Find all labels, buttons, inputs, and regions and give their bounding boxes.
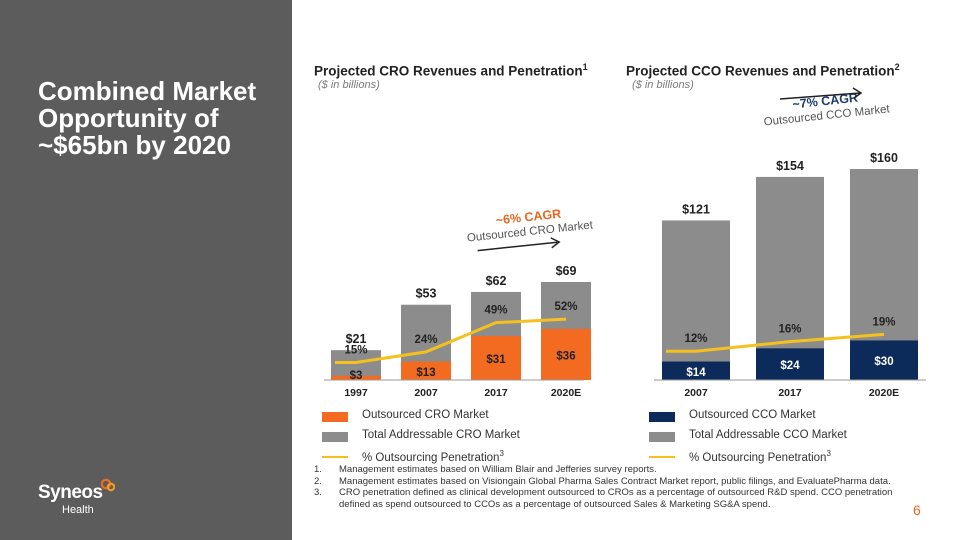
cro-total-label: $69	[556, 264, 577, 278]
cro-category-label: 1997	[344, 387, 368, 399]
footnote-item: 2. Management estimates based on Visionga…	[314, 475, 891, 487]
cco-outsourced-bar	[756, 348, 824, 380]
cro-legend-outsourced-swatch	[322, 412, 348, 422]
cco-outsourced-label: $30	[874, 356, 893, 368]
cro-total-label: $21	[346, 332, 367, 346]
cro-penetration-label: 49%	[484, 305, 507, 317]
cco-cagr-value: ~7% CAGR	[792, 91, 859, 112]
cco-legend-total-swatch	[649, 432, 675, 442]
cco-category-label: 2020E	[869, 387, 899, 399]
logo-sub: Health	[62, 504, 94, 516]
cco-legend-penetration-line	[649, 456, 675, 458]
cco-category-label: 2007	[684, 387, 708, 399]
cro-outsourced-bar	[471, 335, 521, 380]
cco-chart: $121 $14 12% 2007 $154 $24 16% 2017 $160 $30 19% 20…	[654, 87, 926, 399]
cco-total-label: $154	[776, 159, 804, 173]
cro-outsourced-label: $36	[556, 350, 575, 362]
cro-legend-penetration-line	[322, 456, 348, 458]
cro-total-bar	[331, 350, 381, 380]
cro-chart: $21 $3 15% 1997 $53 $13 24% 2007 $62 $31 49% 2017 $6…	[324, 207, 594, 399]
cro-category-label: 2020E	[551, 387, 581, 399]
cro-total-label: $53	[416, 287, 437, 301]
syneos-logo: Syneos Health	[38, 478, 128, 518]
cro-cagr-arrowhead	[550, 237, 561, 249]
cro-legend-total-swatch	[322, 432, 348, 442]
cro-outsourced-bar	[541, 328, 591, 380]
cco-chart-title: Projected CCO Revenues and Penetration2	[626, 62, 900, 79]
cro-outsourced-label: $13	[416, 367, 435, 379]
footnote-item: 1. Management estimates based on William …	[314, 464, 657, 475]
cco-cagr-arrow	[779, 92, 861, 100]
cro-category-label: 2017	[484, 387, 508, 399]
footnote-item: 3. CRO penetration defined as clinical de…	[314, 487, 893, 510]
cco-penetration-line	[666, 332, 885, 353]
cco-total-label: $160	[870, 151, 898, 165]
cro-outsourced-bar	[331, 375, 381, 380]
cco-penetration-label: 16%	[778, 324, 801, 336]
cco-total-bar	[756, 176, 824, 380]
slide-title: Combined Market Opportunity of ~$65bn by…	[38, 76, 257, 160]
cco-chart-subtitle: ($ in billions)	[632, 79, 694, 91]
cco-outsourced-label: $24	[780, 360, 800, 372]
cro-outsourced-bar	[401, 361, 451, 380]
cro-cagr-value: ~6% CAGR	[495, 207, 562, 228]
cro-chart-subtitle: ($ in billions)	[318, 79, 380, 91]
cco-outsourced-bar	[662, 361, 730, 380]
cro-penetration-label: 15%	[344, 344, 367, 356]
cco-penetration-label: 12%	[684, 333, 707, 345]
cco-total-label: $121	[682, 202, 710, 216]
cco-cagr-annotation: ~7% CAGR Outsourced CCO Market	[763, 91, 891, 129]
cco-category-label: 2017	[778, 387, 802, 399]
cro-total-label: $62	[486, 274, 507, 288]
logo-name: Syneos	[38, 482, 103, 503]
cco-total-bar	[662, 220, 730, 380]
cco-legend-outsourced-swatch	[649, 412, 675, 422]
logo-mark-icon	[101, 478, 115, 492]
cro-penetration-label: 52%	[554, 301, 577, 313]
cco-outsourced-bar	[850, 340, 918, 380]
cro-penetration-label: 24%	[414, 334, 437, 346]
cro-cagr-arrow	[477, 241, 558, 252]
cro-chart-title: Projected CRO Revenues and Penetration1	[314, 62, 588, 79]
cro-outsourced-label: $31	[486, 354, 506, 366]
cro-penetration-line	[335, 317, 567, 364]
cro-category-label: 2007	[414, 387, 438, 399]
cro-cagr-annotation: ~6% CAGR Outsourced CRO Market	[466, 207, 594, 252]
cco-penetration-label: 19%	[872, 316, 895, 328]
sidebar: Combined Market Opportunity of ~$65bn by…	[0, 0, 292, 540]
cro-outsourced-label: $3	[350, 370, 363, 382]
cco-cagr-arrowhead	[852, 87, 863, 99]
page-number: 6	[913, 502, 921, 518]
cco-outsourced-label: $14	[686, 367, 706, 379]
footnotes: 1. Management estimates based on William …	[314, 464, 894, 510]
